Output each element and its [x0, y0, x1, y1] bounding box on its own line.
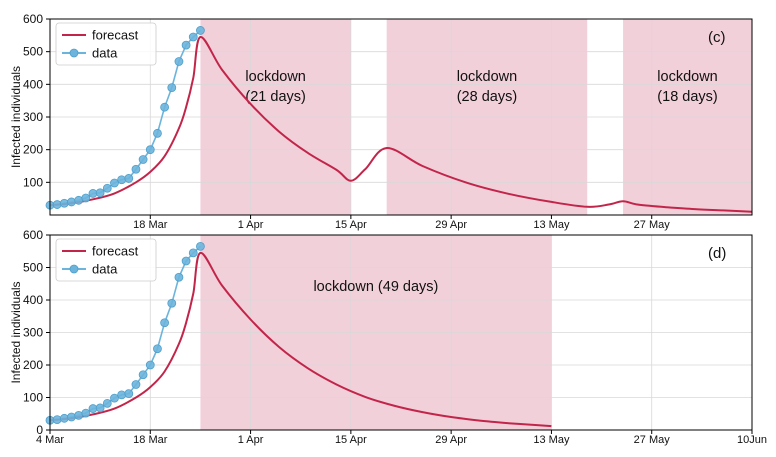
- x-tick-label: 1 Apr: [238, 219, 264, 231]
- y-tick-label: 100: [23, 391, 43, 405]
- data-point: [67, 197, 76, 207]
- legend: forecast data: [55, 22, 157, 66]
- data-point: [124, 389, 134, 399]
- data-point: [153, 344, 162, 354]
- data-point: [160, 318, 170, 328]
- data-point: [59, 413, 69, 423]
- y-tick-label: 600: [23, 12, 43, 26]
- data-point: [81, 408, 91, 418]
- y-tick-label: 300: [23, 326, 43, 340]
- legend-box: [55, 22, 157, 66]
- data-point: [181, 256, 191, 266]
- lockdown-label: lockdown: [245, 69, 305, 85]
- data-point: [138, 370, 148, 380]
- x-tick-label: 27 May: [634, 219, 671, 231]
- chart-panel-1: lockdown (21 days) lockdown (28 days) lockdo…: [9, 12, 753, 231]
- series-forecast-line: [49, 251, 552, 428]
- y-tick-label: 500: [23, 261, 43, 275]
- data-point: [153, 128, 162, 138]
- data-point: [174, 272, 184, 282]
- x-tick-label: 4 Mar: [36, 434, 64, 446]
- lockdown-label: lockdown (49 days): [313, 279, 438, 295]
- legend: forecast data: [55, 238, 157, 282]
- x-tick-label: 15 Apr: [335, 219, 367, 231]
- data-point: [81, 193, 91, 203]
- data-point: [95, 403, 105, 413]
- x-tick-label: 1 Apr: [238, 434, 264, 446]
- x-tick-label: 13 May: [533, 434, 570, 446]
- series-forecast-line: [49, 36, 753, 213]
- data-point: [102, 398, 112, 408]
- data-point: [117, 390, 127, 400]
- legend-entry-forecast: forecast: [92, 28, 139, 43]
- x-tick-label: 29 Apr: [435, 434, 467, 446]
- data-point: [52, 415, 62, 425]
- legend-entry-forecast: forecast: [92, 244, 139, 259]
- y-tick-label: 200: [23, 143, 43, 157]
- data-point: [188, 248, 198, 258]
- data-point: [188, 32, 198, 42]
- data-point: [145, 145, 155, 155]
- chart-panel-2: lockdown (49 days) 0 100 200 300 400 500 600 4 M…: [9, 228, 767, 446]
- data-point: [138, 155, 148, 164]
- x-tick-label: 10Jun: [737, 434, 767, 446]
- data-point: [117, 175, 127, 185]
- y-axis-label: Infected individuals: [9, 66, 23, 168]
- data-point: [196, 241, 205, 251]
- legend-entry-data: data: [92, 262, 118, 277]
- lockdown-label: lockdown: [657, 69, 717, 85]
- legend-box: [55, 238, 157, 282]
- data-point: [88, 189, 98, 198]
- data-point: [181, 40, 191, 50]
- lockdown-label: (18 days): [657, 89, 717, 105]
- y-axis-label: Infected individuals: [9, 281, 23, 383]
- panel-label: (d): [708, 245, 726, 262]
- data-point: [174, 57, 184, 66]
- y-tick-label: 400: [23, 77, 43, 91]
- data-point: [59, 198, 69, 208]
- data-point: [88, 404, 98, 413]
- data-point: [95, 188, 105, 198]
- x-tick-label: 29 Apr: [435, 219, 467, 231]
- data-point: [124, 174, 134, 183]
- x-tick-label: 18 Mar: [133, 219, 168, 231]
- x-tick-label: 15 Apr: [335, 434, 367, 446]
- data-point: [102, 183, 112, 193]
- data-point: [160, 102, 170, 112]
- lockdown-label: (28 days): [457, 89, 517, 105]
- y-tick-label: 600: [23, 228, 43, 242]
- data-point: [110, 178, 119, 188]
- legend-entry-data: data: [92, 46, 118, 61]
- y-tick-label: 400: [23, 293, 43, 307]
- legend-marker-data: [69, 264, 79, 274]
- data-point: [52, 200, 62, 209]
- data-point: [145, 360, 155, 370]
- data-point: [167, 83, 177, 92]
- y-tick-label: 0: [36, 423, 43, 437]
- data-point: [131, 164, 141, 174]
- lockdown-label: lockdown: [457, 69, 517, 85]
- legend-marker-data: [69, 48, 79, 58]
- x-tick-label: 27 May: [634, 434, 671, 446]
- data-point: [196, 26, 205, 35]
- x-tick-label: 18 Mar: [133, 434, 168, 446]
- data-point: [67, 412, 76, 422]
- x-tick-label: 13 May: [533, 219, 570, 231]
- data-point: [167, 298, 177, 308]
- y-tick-label: 500: [23, 45, 43, 59]
- y-tick-label: 200: [23, 358, 43, 372]
- lockdown-label: (21 days): [245, 89, 305, 105]
- y-tick-label: 300: [23, 110, 43, 124]
- data-point: [131, 380, 141, 389]
- panel-label: (c): [708, 29, 726, 46]
- y-tick-label: 100: [23, 175, 43, 189]
- data-point: [110, 393, 119, 403]
